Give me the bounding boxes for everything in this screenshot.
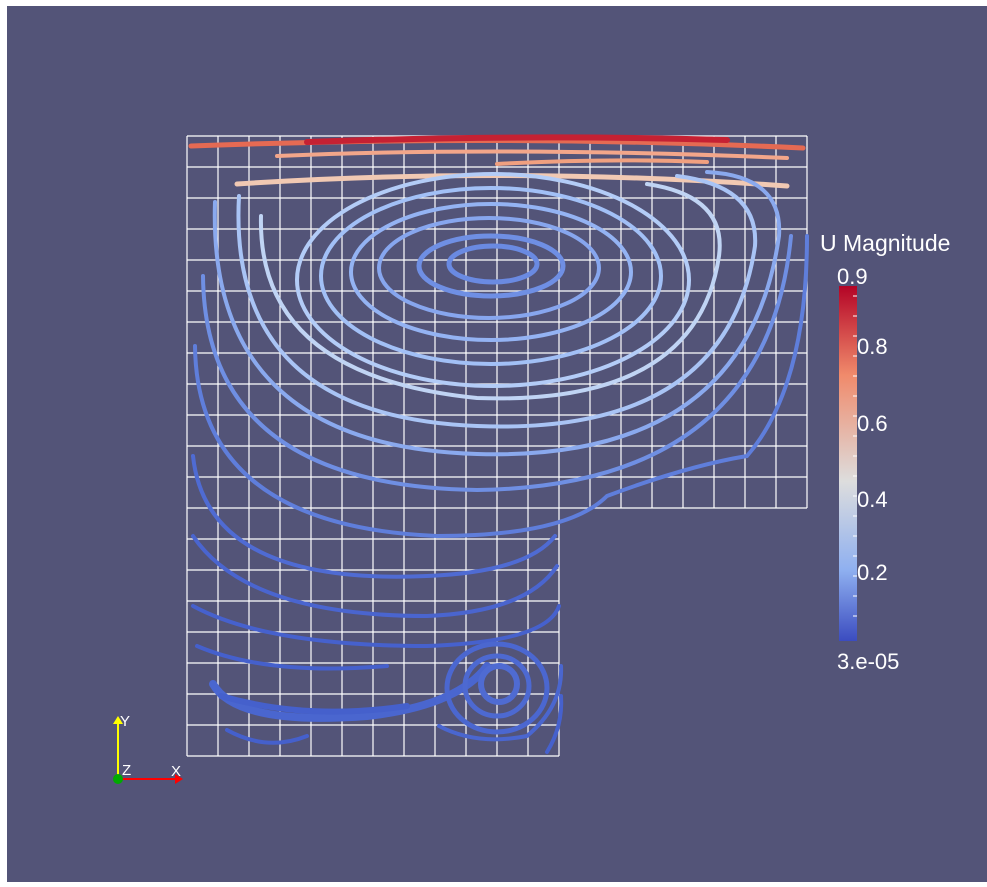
colorbar-max-label: 0.9 (837, 264, 868, 289)
streamline (191, 534, 559, 619)
streamline (236, 174, 758, 429)
axis-label-y: Y (120, 713, 131, 730)
streamline (478, 663, 520, 705)
axis-label-z: Z (122, 762, 132, 779)
colorbar-tick-0.8: 0.8 (857, 334, 888, 359)
colorbar-tick-0.2: 0.2 (857, 560, 888, 585)
streamline (191, 454, 557, 579)
colorbar-title: U Magnitude (820, 230, 951, 256)
y-axis-arrow (113, 716, 123, 724)
render-viewport[interactable]: X Y Z U Magnitude 0.9 0.8 0.6 0.4 0.2 3.… (7, 6, 987, 882)
colorbar-tick-0.6: 0.6 (857, 411, 888, 436)
streamline (258, 182, 722, 401)
streamline (416, 233, 566, 299)
streamline (437, 664, 564, 742)
orientation-axes (113, 716, 183, 784)
streamline (275, 149, 789, 160)
streamline (209, 662, 491, 722)
streamline (462, 653, 532, 719)
colorbar (839, 286, 857, 641)
colorbar-tick-0.4: 0.4 (857, 487, 888, 512)
streamline (444, 641, 550, 735)
streamline (319, 186, 663, 366)
streamline (191, 604, 561, 649)
streamline (295, 172, 691, 388)
streamline (349, 202, 633, 342)
colorbar-min-label: 3.e-05 (837, 649, 900, 674)
flow-scene (113, 134, 809, 784)
streamline (495, 158, 709, 166)
streamline (225, 728, 309, 745)
streamline (446, 243, 540, 285)
colorbar-ticks (853, 295, 857, 617)
streamline (218, 693, 410, 715)
mesh-grid (186, 135, 808, 757)
streamline (545, 694, 564, 754)
streamline (193, 234, 809, 539)
x-axis-arrow (175, 774, 183, 784)
streamline (377, 216, 601, 320)
z-axis-dot (113, 774, 123, 784)
streamline (195, 644, 389, 671)
streamline (201, 234, 793, 493)
streamline (304, 134, 730, 145)
streamlines (188, 134, 809, 754)
axis-label-x: X (171, 763, 182, 780)
streamline (212, 170, 782, 457)
